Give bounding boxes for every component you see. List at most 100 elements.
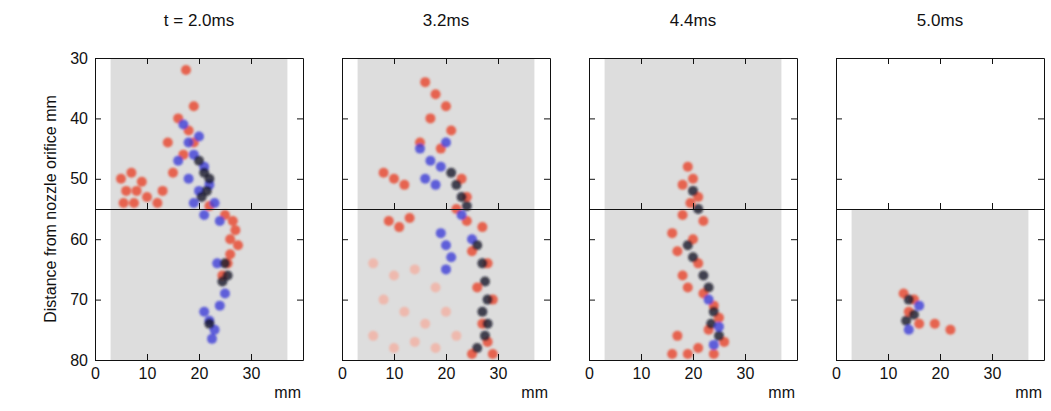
blob [217,276,227,286]
tick [1038,300,1044,301]
blob [446,252,456,262]
tick-mark [297,179,303,180]
blob [441,264,451,274]
blob [142,192,152,202]
blob [683,162,693,172]
tick [888,58,889,64]
tick-mark [836,179,842,180]
blob [230,225,240,235]
tick-mark [888,58,889,64]
tick: 50 [70,170,101,187]
tick-mark [342,179,348,180]
tick [1038,118,1044,119]
blob [410,264,420,274]
figure: 3040506070800102030t = 2.0msmmDistance f… [0,0,1051,411]
tick-mark [95,354,96,360]
tick-label: 10 [880,365,898,382]
blob [688,186,698,196]
tick [342,179,348,180]
tick [199,58,200,64]
tick-mark [992,354,993,360]
tick-mark [745,203,746,209]
blob [126,168,136,178]
tick [544,179,550,180]
tick-mark [836,118,842,119]
tick-mark [940,354,941,360]
x-axis-title: mm [521,384,548,401]
blob [379,295,389,305]
field [605,209,782,360]
tick: 0 [91,354,100,382]
tick-mark [394,354,395,360]
blob [714,331,724,341]
tick [641,58,642,64]
blob-series [116,65,243,280]
tick-mark [394,58,395,64]
tick-label: 20 [191,365,209,382]
tick-label: 0 [338,365,347,382]
blob [210,198,220,208]
tick-mark [589,203,590,209]
blob [431,283,441,293]
tick-label: 20 [685,365,703,382]
tick: 30 [984,354,1002,382]
tick: 0 [585,354,594,382]
tick [297,300,303,301]
tick [791,179,797,180]
blob [704,295,714,305]
tick [589,179,595,180]
blob [420,319,430,329]
tick-mark [836,203,837,209]
blob [709,307,719,317]
tick [992,58,993,64]
blob [477,258,487,268]
tick-mark [446,354,447,360]
tick-mark [544,239,550,240]
tick [641,203,642,209]
tick [791,300,797,301]
tick [544,118,550,119]
tick-mark [589,300,595,301]
tick [394,203,395,209]
tick-mark [693,58,694,64]
blob [480,331,490,341]
axis-x [590,58,798,64]
field [111,58,288,209]
tick-label: 20 [438,365,456,382]
tick-label: 30 [490,365,508,382]
blob [441,138,451,148]
tick: 0 [338,354,347,382]
tick-mark [251,58,252,64]
blob [472,240,482,250]
blob [904,295,914,305]
blob [119,198,129,208]
tick-mark [199,58,200,64]
blob [714,322,724,332]
tick: 10 [880,354,898,382]
tick [147,203,148,209]
blob [683,283,693,293]
tick: 30 [737,354,755,382]
axis-x: 0102030 [585,354,797,382]
blob [698,270,708,280]
blob [698,216,708,226]
blob [220,258,230,268]
blob [451,180,461,190]
blob [184,174,194,184]
tick-mark [297,300,303,301]
blob [667,349,677,359]
tick [297,118,303,119]
tick [589,300,595,301]
blob [480,276,490,286]
tick-mark [95,58,96,64]
tick [693,203,694,209]
blob [379,168,389,178]
tick: 10 [139,354,157,382]
tick-mark [641,203,642,209]
divider [837,203,1045,210]
tick-mark [836,58,837,64]
blob [425,156,435,166]
blob [472,343,482,353]
tick-mark [992,203,993,209]
tick-mark [199,203,200,209]
